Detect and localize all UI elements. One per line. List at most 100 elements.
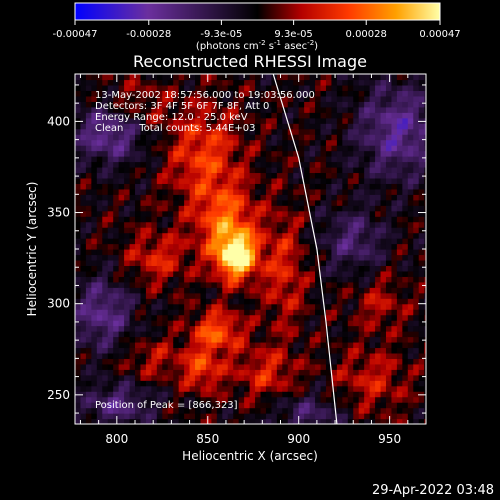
heatmap-cell	[124, 287, 131, 294]
heatmap-cell	[195, 281, 202, 288]
heatmap-cell	[375, 232, 382, 239]
heatmap-cell	[140, 112, 147, 119]
heatmap-cell	[402, 320, 409, 327]
heatmap-cell	[418, 95, 425, 102]
heatmap-cell	[211, 249, 218, 256]
heatmap-cell	[75, 123, 82, 130]
heatmap-cell	[391, 413, 398, 420]
render-timestamp: 29-Apr-2022 03:48	[372, 483, 494, 498]
heatmap-cell	[195, 194, 202, 201]
heatmap-cell	[407, 188, 414, 195]
heatmap-cell	[342, 374, 349, 381]
heatmap-cell	[298, 106, 305, 113]
heatmap-cell	[129, 374, 136, 381]
heatmap-cell	[156, 227, 163, 234]
heatmap-cell	[320, 369, 327, 376]
heatmap-cell	[265, 210, 273, 217]
heatmap-cell	[315, 117, 322, 124]
heatmap-cell	[189, 95, 196, 102]
heatmap-cell	[233, 265, 240, 272]
heatmap-cell	[75, 199, 82, 206]
heatmap-cell	[249, 418, 256, 424]
heatmap-cell	[244, 413, 251, 420]
heatmap-cell	[260, 374, 267, 381]
heatmap-cell	[167, 336, 174, 343]
heatmap-cell	[80, 156, 87, 163]
heatmap-cell	[320, 101, 327, 108]
heatmap-cell	[255, 166, 262, 174]
heatmap-cell	[304, 188, 311, 195]
heatmap-cell	[238, 265, 245, 272]
heatmap-cell	[222, 232, 229, 239]
heatmap-cell	[238, 194, 245, 201]
heatmap-cell	[75, 177, 82, 184]
heatmap-cell	[222, 216, 229, 223]
heatmap-cell	[102, 347, 109, 354]
heatmap-cell	[156, 402, 163, 409]
heatmap-cell	[200, 128, 207, 135]
heatmap-cell	[107, 276, 114, 283]
heatmap-cell	[189, 287, 196, 294]
heatmap-cell	[91, 95, 98, 102]
heatmap-cell	[156, 369, 163, 376]
heatmap-cell	[124, 265, 131, 272]
heatmap-cell	[402, 210, 409, 217]
heatmap-cell	[271, 352, 278, 359]
heatmap-cell	[238, 101, 245, 108]
heatmap-cell	[75, 413, 82, 420]
heatmap-cell	[331, 145, 338, 152]
heatmap-cell	[233, 276, 240, 283]
heatmap-cell	[184, 254, 191, 261]
heatmap-cell	[336, 270, 343, 277]
heatmap-cell	[80, 221, 87, 228]
heatmap-cell	[424, 194, 426, 201]
heatmap-cell	[402, 172, 409, 179]
heatmap-cell	[402, 331, 409, 338]
heatmap-cell	[309, 243, 316, 250]
heatmap-cell	[424, 314, 426, 321]
heatmap-cell	[391, 391, 398, 398]
heatmap-cell	[227, 84, 234, 92]
heatmap-cell	[249, 254, 256, 261]
heatmap-cell	[320, 172, 327, 179]
heatmap-cell	[418, 325, 425, 332]
heatmap-cell	[424, 161, 426, 168]
heatmap-cell	[102, 156, 109, 163]
heatmap-cell	[173, 101, 180, 108]
heatmap-cell	[85, 74, 92, 81]
heatmap-cell	[80, 123, 87, 130]
heatmap-cell	[418, 385, 425, 392]
heatmap-cell	[233, 95, 240, 102]
heatmap-cell	[380, 194, 387, 201]
heatmap-cell	[113, 150, 120, 157]
heatmap-cell	[407, 84, 414, 92]
heatmap-cell	[418, 374, 425, 381]
heatmap-cell	[364, 254, 371, 261]
heatmap-cell	[407, 259, 414, 267]
heatmap-cell	[184, 325, 191, 332]
heatmap-cell	[205, 117, 212, 124]
heatmap-cell	[118, 336, 125, 343]
heatmap-cell	[320, 347, 327, 354]
heatmap-cell	[260, 396, 267, 403]
heatmap-cell	[364, 123, 371, 130]
heatmap-cell	[249, 270, 256, 277]
heatmap-cell	[85, 341, 92, 349]
heatmap-cell	[91, 74, 98, 81]
heatmap-cell	[287, 238, 294, 245]
heatmap-cell	[364, 106, 371, 113]
heatmap-cell	[167, 396, 174, 403]
heatmap-cell	[293, 363, 300, 370]
heatmap-cell	[375, 194, 382, 201]
heatmap-cell	[167, 210, 174, 217]
heatmap-cell	[369, 418, 376, 424]
heatmap-cell	[211, 341, 218, 349]
heatmap-cell	[135, 336, 142, 343]
heatmap-cell	[244, 314, 251, 321]
heatmap-cell	[184, 363, 191, 370]
heatmap-cell	[255, 331, 262, 338]
heatmap-cell	[418, 216, 425, 223]
heatmap-cell	[135, 320, 142, 327]
heatmap-cell	[293, 128, 300, 135]
heatmap-cell	[353, 161, 360, 168]
